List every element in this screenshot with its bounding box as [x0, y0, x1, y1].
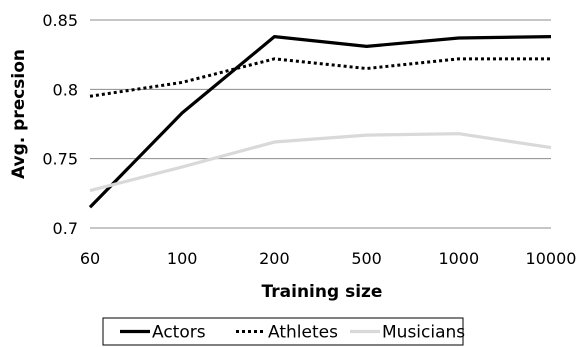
x-tick-label: 100: [167, 249, 198, 268]
x-tick-label: 10000: [526, 249, 577, 268]
series-line-musicians: [89, 132, 552, 193]
legend-label: Athletes: [268, 323, 338, 343]
y-tick-label: 0.8: [53, 80, 78, 99]
x-tick-label: 200: [259, 249, 290, 268]
y-tick-label: 0.7: [53, 219, 78, 238]
gridlines: [90, 19, 551, 160]
y-tick-label: 0.85: [42, 11, 78, 30]
y-tick-labels: 0.7 0.75 0.8 0.85: [42, 11, 78, 238]
series-line-athletes: [89, 57, 551, 98]
x-tick-labels: 60 100 200 500 1000 10000: [80, 249, 577, 268]
legend-label: Musicians: [382, 323, 465, 343]
y-axis-label: Avg. precsion: [9, 49, 29, 179]
x-tick-label: 1000: [438, 249, 479, 268]
legend: Actors Athletes Musicians: [102, 317, 465, 346]
x-axis-label: Training size: [262, 282, 383, 302]
x-tick-label: 500: [351, 249, 382, 268]
series-lines: [88, 35, 552, 209]
x-tick-label: 60: [80, 249, 100, 268]
series-line-actors: [88, 35, 552, 209]
y-tick-label: 0.75: [42, 150, 78, 169]
legend-box: [102, 317, 464, 346]
legend-label: Actors: [152, 323, 206, 343]
